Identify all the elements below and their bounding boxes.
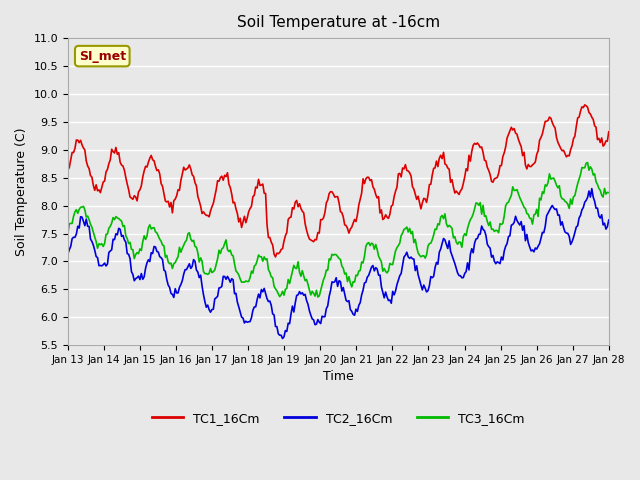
TC3_16Cm xyxy=(314,294,322,300)
TC1_16Cm xyxy=(531,159,539,165)
TC1_16Cm xyxy=(271,254,279,260)
TC2_16Cm xyxy=(344,299,351,304)
TC2_16Cm xyxy=(99,262,107,268)
TC3_16Cm xyxy=(451,234,459,240)
X-axis label: Time: Time xyxy=(323,371,354,384)
TC3_16Cm xyxy=(531,211,539,217)
TC3_16Cm xyxy=(604,190,611,195)
TC2_16Cm xyxy=(83,216,90,222)
TC1_16Cm xyxy=(83,158,90,164)
TC2_16Cm xyxy=(531,245,539,251)
Legend: TC1_16Cm, TC2_16Cm, TC3_16Cm: TC1_16Cm, TC2_16Cm, TC3_16Cm xyxy=(147,407,530,430)
TC2_16Cm xyxy=(605,217,612,223)
TC1_16Cm xyxy=(344,226,351,231)
TC3_16Cm xyxy=(99,243,107,249)
Line: TC2_16Cm: TC2_16Cm xyxy=(68,189,609,338)
Title: Soil Temperature at -16cm: Soil Temperature at -16cm xyxy=(237,15,440,30)
TC3_16Cm xyxy=(605,190,612,195)
Line: TC1_16Cm: TC1_16Cm xyxy=(68,105,609,257)
TC2_16Cm xyxy=(278,336,286,341)
TC1_16Cm xyxy=(99,179,107,185)
TC2_16Cm xyxy=(64,251,72,257)
Text: SI_met: SI_met xyxy=(79,49,126,62)
TC3_16Cm xyxy=(64,230,72,236)
TC1_16Cm xyxy=(451,190,459,196)
TC3_16Cm xyxy=(584,160,591,166)
TC2_16Cm xyxy=(604,224,611,229)
Line: TC3_16Cm: TC3_16Cm xyxy=(68,163,609,297)
TC2_16Cm xyxy=(451,261,459,266)
TC1_16Cm xyxy=(604,138,611,144)
TC3_16Cm xyxy=(344,279,351,285)
TC1_16Cm xyxy=(64,168,72,173)
TC1_16Cm xyxy=(581,102,589,108)
TC2_16Cm xyxy=(588,186,596,192)
Y-axis label: Soil Temperature (C): Soil Temperature (C) xyxy=(15,127,28,256)
TC3_16Cm xyxy=(83,214,90,220)
TC1_16Cm xyxy=(605,129,612,135)
